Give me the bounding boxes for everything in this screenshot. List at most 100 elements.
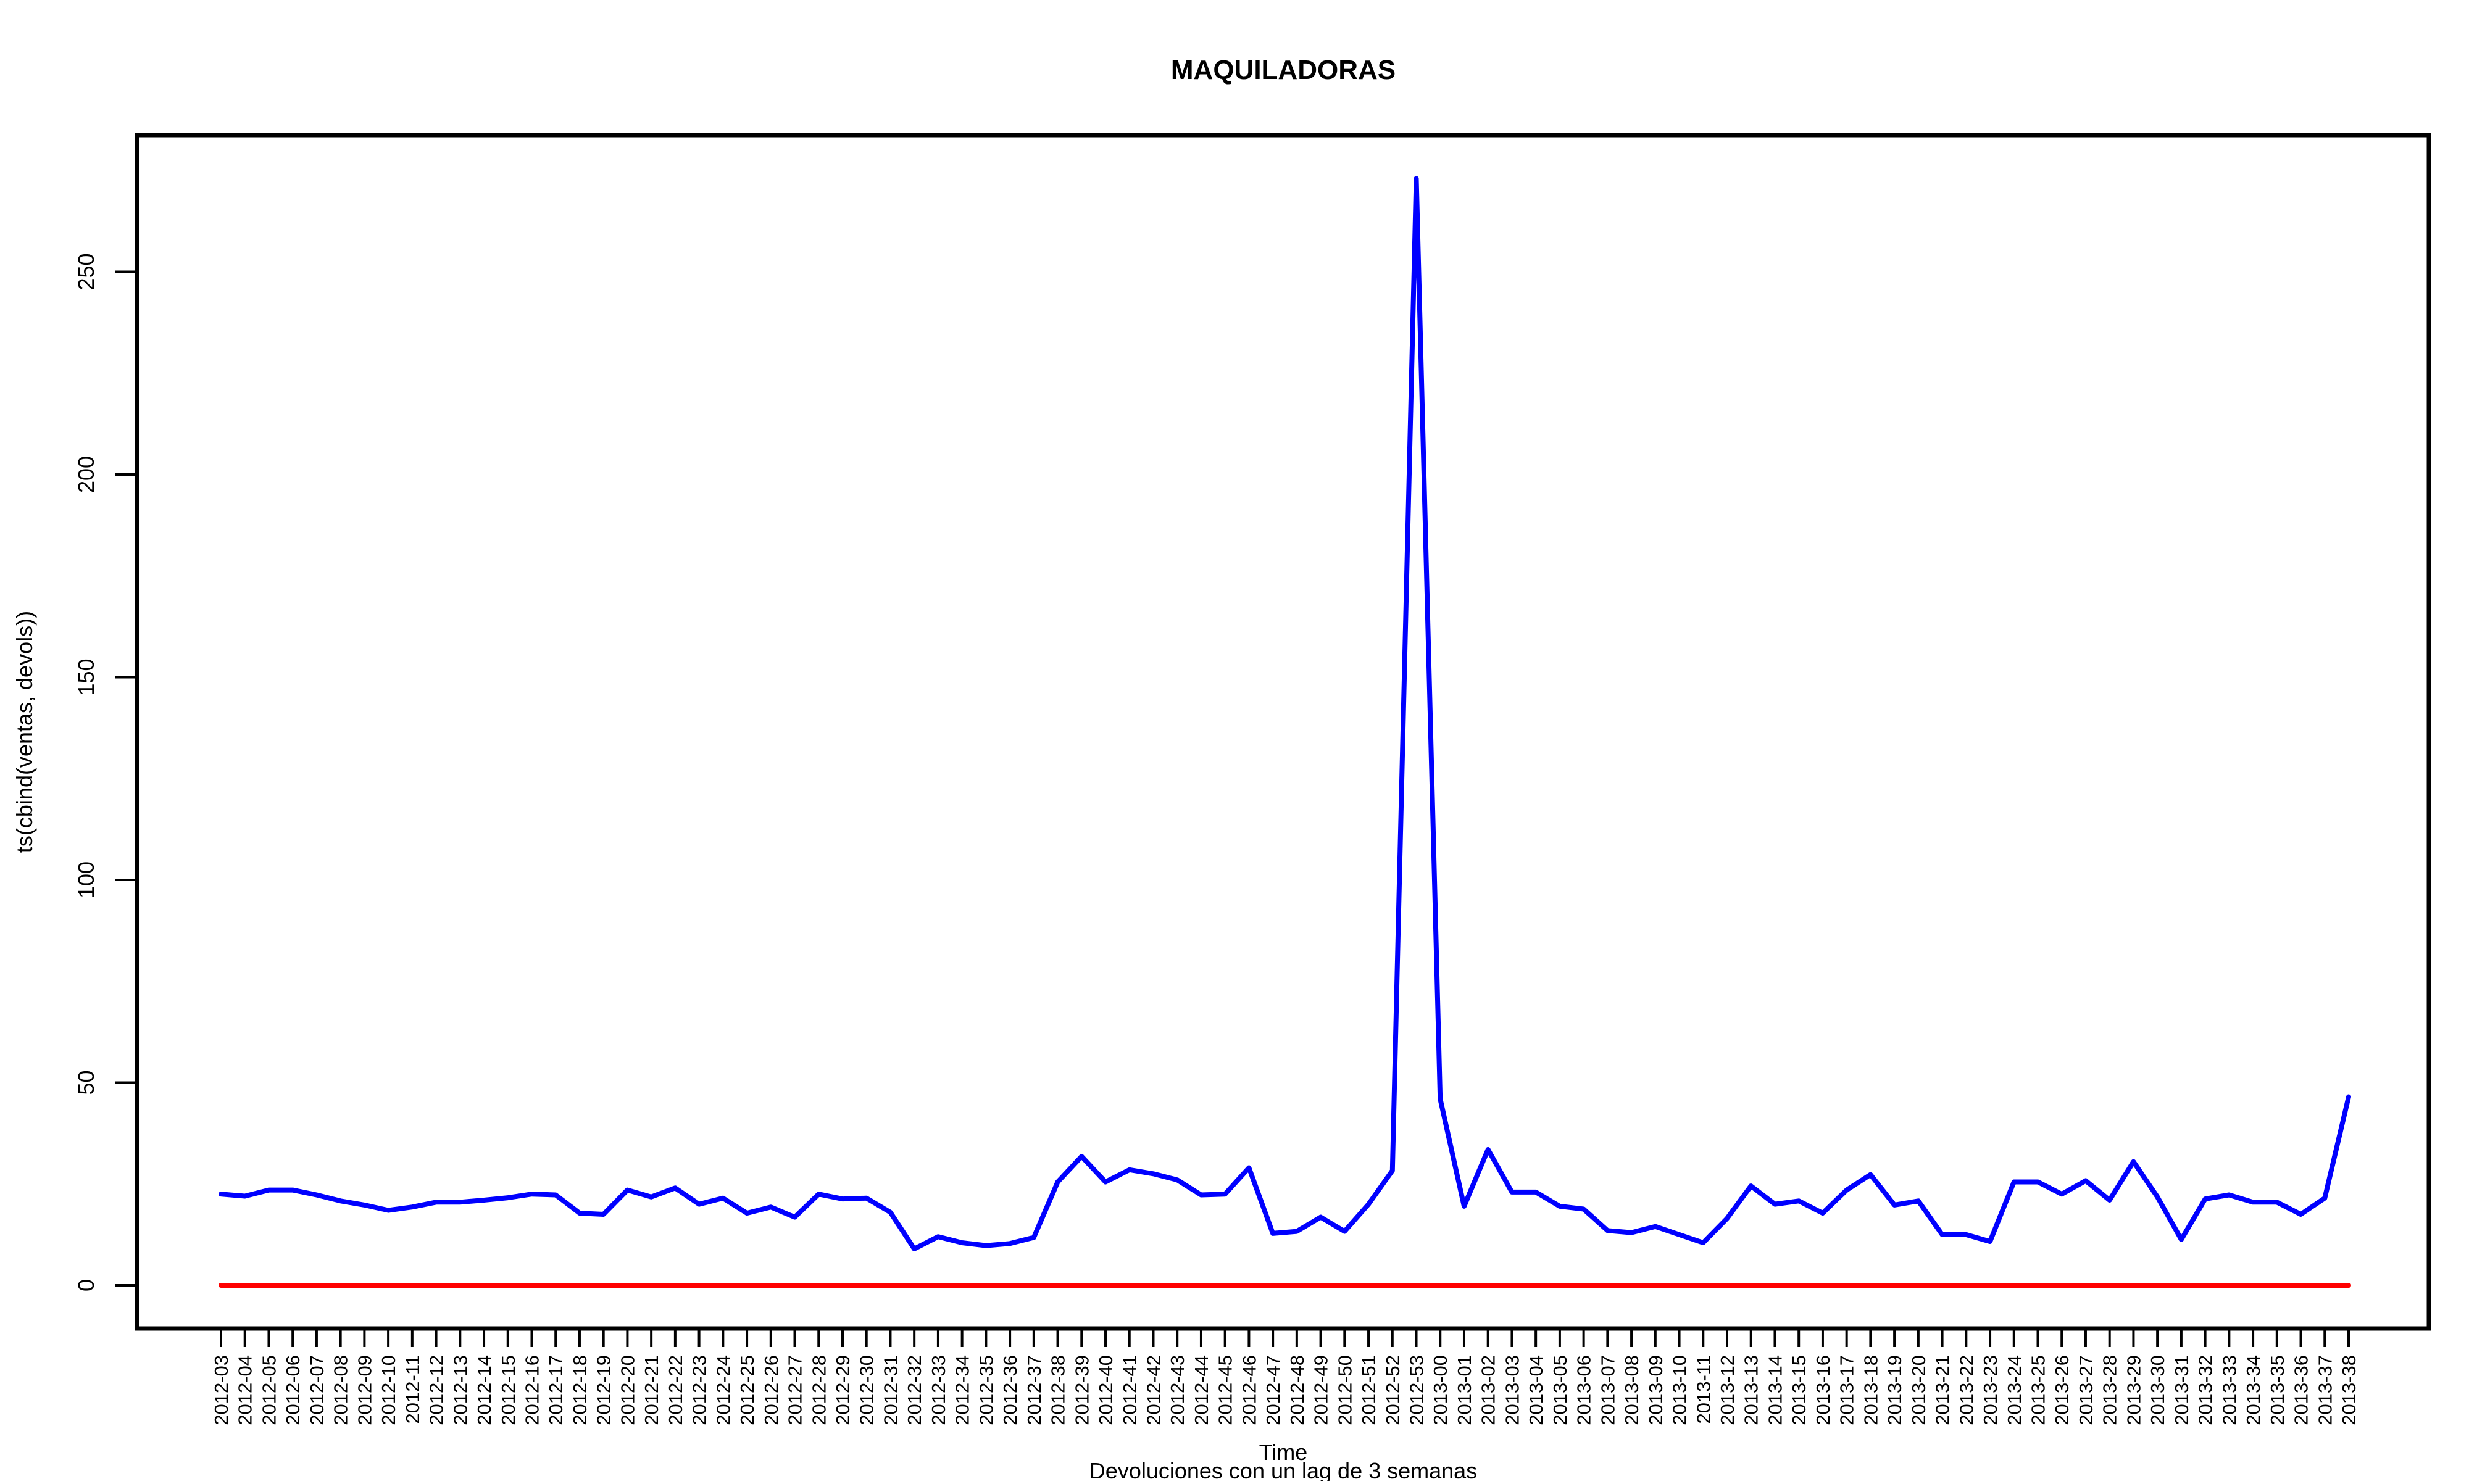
y-tick-label: 200 (73, 456, 99, 493)
x-tick-label: 2013-04 (1525, 1355, 1547, 1425)
x-tick-label: 2012-04 (235, 1355, 256, 1425)
x-tick-label: 2012-11 (402, 1355, 423, 1424)
x-tick-label: 2012-51 (1358, 1355, 1380, 1425)
x-tick-label: 2013-01 (1454, 1355, 1475, 1425)
x-tick-label: 2013-09 (1645, 1355, 1667, 1425)
x-tick-label: 2012-46 (1238, 1355, 1260, 1425)
x-tick-label: 2012-26 (760, 1355, 782, 1425)
y-tick-label: 100 (73, 861, 99, 898)
x-tick-label: 2013-33 (2218, 1355, 2240, 1425)
x-tick-label: 2012-50 (1334, 1355, 1355, 1425)
x-tick-label: 2012-03 (210, 1355, 232, 1425)
x-tick-label: 2013-06 (1573, 1355, 1595, 1425)
x-tick-label: 2013-22 (1955, 1355, 1977, 1425)
x-tick-label: 2012-19 (593, 1355, 615, 1425)
x-tick-label: 2012-24 (712, 1355, 734, 1425)
chart-title: MAQUILADORAS (1171, 55, 1396, 85)
x-tick-label: 2013-16 (1812, 1355, 1834, 1425)
x-tick-label: 2012-33 (928, 1355, 949, 1425)
x-tick-label: 2012-30 (856, 1355, 878, 1425)
x-tick-label: 2013-13 (1741, 1355, 1762, 1425)
x-tick-label: 2012-45 (1215, 1355, 1236, 1425)
y-tick-label: 250 (73, 253, 99, 290)
y-tick-label: 50 (73, 1070, 99, 1095)
x-tick-label: 2012-05 (258, 1355, 280, 1425)
x-tick-label: 2012-22 (665, 1355, 686, 1425)
x-axis: 2012-03 2012-04 2012-05 2012-06 2012-07 2012-… (210, 1327, 2360, 1425)
y-axis-label: ts(cbind(ventas, devols)) (12, 611, 37, 853)
x-tick-label: 2013-20 (1908, 1355, 1930, 1425)
x-tick-label: 2012-10 (378, 1355, 399, 1425)
x-tick-label: 2013-26 (2051, 1355, 2073, 1425)
x-tick-label: 2013-12 (1717, 1355, 1738, 1425)
x-tick-label: 2012-52 (1382, 1355, 1404, 1425)
x-tick-label: 2013-23 (1980, 1355, 2001, 1425)
chart-subtitle: Devoluciones con un lag de 3 semanas (1089, 1458, 1477, 1481)
x-tick-label: 2013-05 (1549, 1355, 1571, 1425)
x-tick-label: 2013-29 (2123, 1355, 2144, 1425)
series-line-ventas (219, 176, 2351, 1251)
x-tick-label: 2012-40 (1095, 1355, 1117, 1425)
x-tick-label: 2013-08 (1621, 1355, 1643, 1425)
x-tick-label: 2013-10 (1669, 1355, 1691, 1425)
x-tick-label: 2012-41 (1119, 1355, 1141, 1425)
x-tick-label: 2012-37 (1023, 1355, 1045, 1425)
x-tick-label: 2013-30 (2147, 1355, 2168, 1425)
x-tick-label: 2012-39 (1071, 1355, 1093, 1425)
x-tick-label: 2012-29 (832, 1355, 854, 1425)
x-tick-label: 2012-43 (1167, 1355, 1188, 1425)
x-tick-label: 2013-38 (2338, 1355, 2360, 1425)
series-layer (219, 176, 2351, 1288)
plot-frame (135, 133, 2431, 1331)
x-tick-label: 2012-42 (1143, 1355, 1164, 1425)
x-tick-label: 2013-27 (2075, 1355, 2097, 1425)
x-tick-label: 2012-27 (785, 1355, 806, 1425)
x-tick-label: 2012-53 (1406, 1355, 1428, 1425)
y-axis: 0 50 100 150 200 250 (73, 253, 138, 1291)
x-tick-label: 2013-32 (2195, 1355, 2217, 1425)
x-tick-label: 2013-03 (1501, 1355, 1523, 1425)
x-tick-label: 2012-47 (1262, 1355, 1284, 1425)
x-tick-label: 2013-11 (1692, 1355, 1714, 1424)
x-tick-label: 2012-06 (282, 1355, 304, 1425)
x-tick-label: 2012-09 (354, 1355, 375, 1425)
x-tick-label: 2013-02 (1478, 1355, 1499, 1425)
x-tick-label: 2012-18 (569, 1355, 591, 1425)
x-tick-label: 2012-48 (1286, 1355, 1308, 1425)
x-tick-label: 2013-19 (1884, 1355, 1905, 1425)
x-tick-label: 2013-18 (1860, 1355, 1881, 1425)
x-tick-label: 2012-38 (1047, 1355, 1069, 1425)
x-tick-label: 2013-35 (2267, 1355, 2288, 1425)
x-tick-label: 2013-28 (2099, 1355, 2121, 1425)
x-tick-label: 2012-31 (880, 1355, 901, 1425)
y-tick-label: 150 (73, 658, 99, 695)
x-tick-label: 2013-00 (1430, 1355, 1451, 1425)
x-tick-label: 2013-31 (2171, 1355, 2192, 1425)
x-tick-label: 2012-08 (330, 1355, 352, 1425)
x-tick-label: 2012-35 (975, 1355, 997, 1425)
x-tick-label: 2013-25 (2028, 1355, 2049, 1425)
x-tick-label: 2012-25 (736, 1355, 758, 1425)
x-tick-label: 2012-49 (1310, 1355, 1332, 1425)
x-tick-label: 2013-24 (2004, 1355, 2025, 1425)
x-tick-label: 2013-36 (2291, 1355, 2312, 1425)
y-tick-label: 0 (73, 1279, 99, 1291)
x-tick-label: 2012-16 (521, 1355, 543, 1425)
x-tick-label: 2012-32 (904, 1355, 925, 1425)
x-tick-label: 2013-34 (2242, 1355, 2264, 1425)
x-tick-label: 2012-17 (545, 1355, 567, 1425)
x-tick-label: 2013-14 (1764, 1355, 1786, 1425)
x-tick-label: 2012-36 (999, 1355, 1021, 1425)
x-tick-label: 2012-23 (689, 1355, 710, 1425)
x-tick-label: 2012-20 (617, 1355, 638, 1425)
x-tick-label: 2012-21 (641, 1355, 662, 1425)
x-tick-label: 2012-28 (808, 1355, 830, 1425)
x-tick-label: 2013-07 (1597, 1355, 1618, 1425)
x-tick-label: 2012-13 (449, 1355, 471, 1425)
x-tick-label: 2012-14 (473, 1355, 495, 1425)
x-tick-label: 2012-44 (1191, 1355, 1212, 1425)
x-tick-label: 2013-37 (2314, 1355, 2336, 1425)
x-tick-label: 2012-34 (952, 1355, 973, 1425)
